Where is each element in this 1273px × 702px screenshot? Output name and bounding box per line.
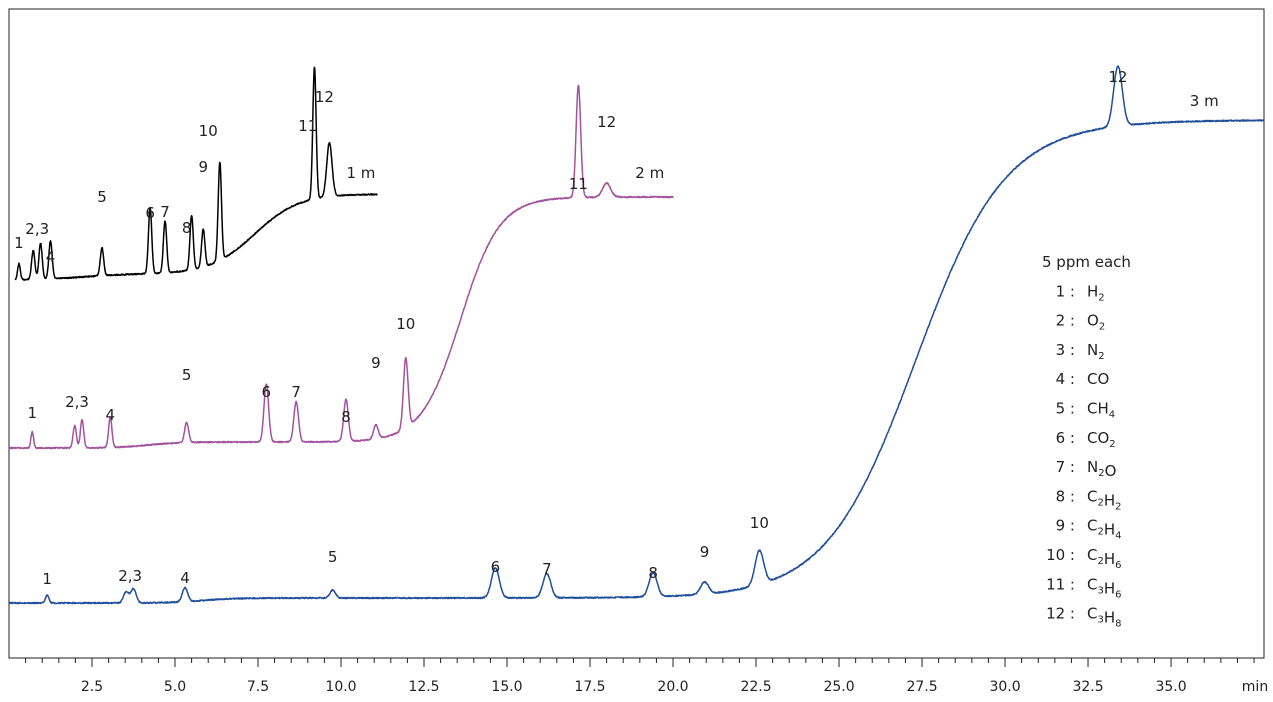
x-tick-label: 10.0 xyxy=(325,679,356,695)
peak-label: 1 xyxy=(42,570,52,588)
legend-item-formula: C2H4 xyxy=(1087,517,1122,542)
peak-label: 8 xyxy=(341,408,351,426)
legend-item-formula: CH4 xyxy=(1087,400,1115,421)
legend-item-number: 7 : xyxy=(1056,458,1075,476)
peak-label: 5 xyxy=(97,188,107,206)
legend-item-number: 2 : xyxy=(1056,312,1075,330)
legend-item-number: 1 : xyxy=(1056,282,1075,300)
peak-label: 6 xyxy=(262,383,272,401)
peak-label: 12 xyxy=(1108,68,1127,86)
legend-item-number: 8 : xyxy=(1056,487,1075,505)
peak-label: 2,3 xyxy=(118,567,142,585)
peak-label: 4 xyxy=(180,569,190,587)
peak-label: 5 xyxy=(182,366,192,384)
peak-label: 1 xyxy=(27,404,37,422)
legend-item-number: 11 : xyxy=(1046,575,1075,593)
legend-item-number: 5 : xyxy=(1056,400,1075,418)
series-name-label: 2 m xyxy=(635,164,664,182)
plot-frame xyxy=(8,8,1265,659)
peak-label: 5 xyxy=(328,548,338,566)
legend-item-number: 4 : xyxy=(1056,370,1075,388)
peak-label: 10 xyxy=(750,514,769,532)
x-tick-label: 12.5 xyxy=(408,679,439,695)
peak-label: 2,3 xyxy=(25,220,49,238)
legend-item-formula: N2 xyxy=(1087,341,1105,362)
peak-label: 11 xyxy=(569,175,588,193)
x-tick-label: 7.5 xyxy=(247,679,269,695)
legend-item-formula: C3H8 xyxy=(1087,605,1122,630)
x-tick-label: 22.5 xyxy=(740,679,771,695)
x-tick-label: 25.0 xyxy=(823,679,854,695)
x-tick-label: 2.5 xyxy=(81,679,103,695)
series-trace-3m xyxy=(8,65,1265,605)
legend-item-formula: C3H6 xyxy=(1087,575,1122,600)
traces xyxy=(8,65,1265,605)
series-name-label: 1 m xyxy=(346,164,375,182)
x-tick-label: 27.5 xyxy=(906,679,937,695)
x-axis: 2.5 5.0 7.5 10.0 12.5 15.0 17.5 20.0 22.5 25.0 27.… xyxy=(25,658,1268,695)
x-axis-label: min xyxy=(1242,679,1268,695)
peak-label: 2,3 xyxy=(65,393,89,411)
peak-label: 4 xyxy=(46,248,56,266)
legend-item-formula: C2H6 xyxy=(1087,546,1122,571)
x-tick-label: 35.0 xyxy=(1155,679,1186,695)
peak-label: 8 xyxy=(182,219,192,237)
legend-item-formula: H2 xyxy=(1087,282,1105,303)
peak-label: 10 xyxy=(396,315,415,333)
peak-label: 11 xyxy=(298,117,317,135)
peak-label: 4 xyxy=(105,406,115,424)
legend-item-formula: CO xyxy=(1087,370,1109,388)
series-trace-2m xyxy=(8,84,674,450)
legend-item-number: 9 : xyxy=(1056,517,1075,535)
peak-label: 9 xyxy=(198,158,208,176)
peak-label: 10 xyxy=(199,122,218,140)
x-tick-label: 30.0 xyxy=(989,679,1020,695)
legend: 5 ppm each 1 : H2 2 : O2 3 : N2 4 : CO 5 : CH4 6 : C… xyxy=(1042,253,1131,630)
legend-item-number: 12 : xyxy=(1046,605,1075,623)
peak-label: 7 xyxy=(291,383,301,401)
peak-label: 6 xyxy=(491,558,501,576)
peak-label: 7 xyxy=(160,203,170,221)
peak-label: 1 xyxy=(14,234,24,252)
x-tick-label: 15.0 xyxy=(491,679,522,695)
peak-label: 9 xyxy=(371,354,381,372)
legend-item-formula: CO2 xyxy=(1087,429,1116,450)
peak-label: 6 xyxy=(145,204,155,222)
peak-label: 12 xyxy=(597,113,616,131)
x-tick-label: 5.0 xyxy=(164,679,186,695)
legend-item-number: 10 : xyxy=(1046,546,1075,564)
legend-item-number: 6 : xyxy=(1056,429,1075,447)
legend-item-formula: C2H2 xyxy=(1087,487,1122,512)
legend-item-formula: N2O xyxy=(1087,458,1116,480)
x-tick-label: 17.5 xyxy=(574,679,605,695)
legend-item-number: 3 : xyxy=(1056,341,1075,359)
peak-label: 8 xyxy=(648,564,658,582)
peak-label: 7 xyxy=(542,560,552,578)
x-tick-label: 32.5 xyxy=(1072,679,1103,695)
peak-label: 12 xyxy=(315,88,334,106)
legend-item-formula: O2 xyxy=(1087,312,1105,333)
legend-title: 5 ppm each xyxy=(1042,253,1131,271)
series-trace-1m xyxy=(14,66,378,281)
x-tick-label: 20.0 xyxy=(657,679,688,695)
peak-label: 9 xyxy=(700,543,710,561)
series-name-label: 3 m xyxy=(1190,92,1219,110)
